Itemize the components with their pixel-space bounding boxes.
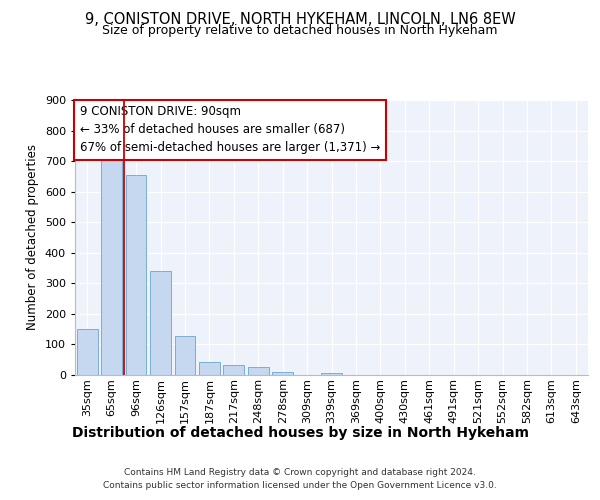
Bar	[223, 365, 244, 375]
Bar	[272, 372, 293, 375]
Bar	[77, 329, 98, 375]
Text: Size of property relative to detached houses in North Hykeham: Size of property relative to detached ho…	[102, 24, 498, 37]
Text: Contains public sector information licensed under the Open Government Licence v3: Contains public sector information licen…	[103, 480, 497, 490]
Bar	[199, 362, 220, 375]
Text: 9, CONISTON DRIVE, NORTH HYKEHAM, LINCOLN, LN6 8EW: 9, CONISTON DRIVE, NORTH HYKEHAM, LINCOL…	[85, 12, 515, 28]
Text: 9 CONISTON DRIVE: 90sqm
← 33% of detached houses are smaller (687)
67% of semi-d: 9 CONISTON DRIVE: 90sqm ← 33% of detache…	[80, 106, 380, 154]
Bar	[150, 271, 171, 375]
Bar	[321, 372, 342, 375]
Bar	[125, 176, 146, 375]
Bar	[248, 367, 269, 375]
Y-axis label: Number of detached properties: Number of detached properties	[26, 144, 39, 330]
Text: Contains HM Land Registry data © Crown copyright and database right 2024.: Contains HM Land Registry data © Crown c…	[124, 468, 476, 477]
Text: Distribution of detached houses by size in North Hykeham: Distribution of detached houses by size …	[71, 426, 529, 440]
Bar	[101, 156, 122, 375]
Bar	[175, 336, 196, 375]
